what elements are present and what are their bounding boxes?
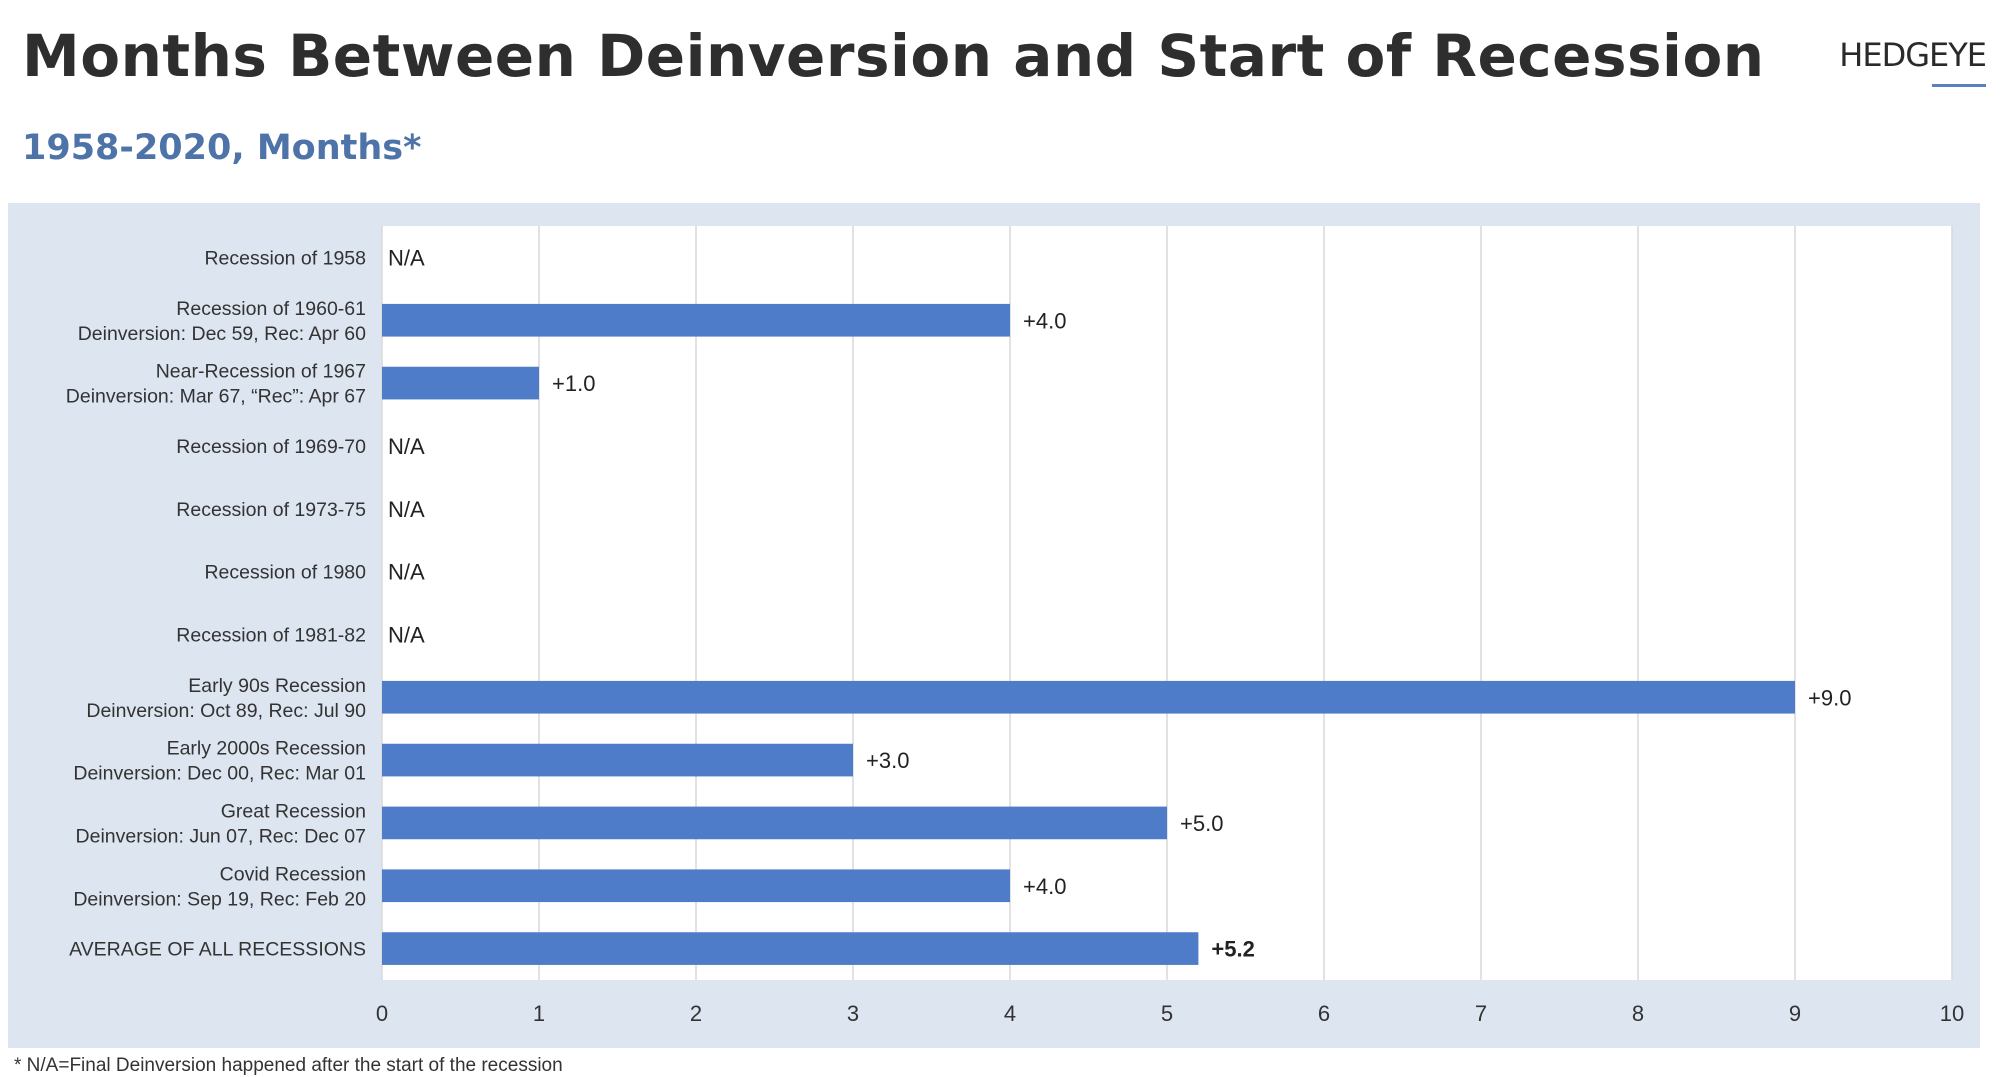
category-label: Recession of 1969-70: [176, 436, 366, 458]
footnote: * N/A=Final Deinversion happened after t…: [14, 1055, 563, 1076]
data-label: +5.0: [1180, 811, 1223, 836]
category-label: Great Recession: [221, 800, 366, 822]
data-label: N/A: [388, 245, 425, 270]
bar: [382, 680, 1795, 714]
category-label: Covid Recession: [220, 863, 366, 885]
data-label: +1.0: [552, 371, 595, 396]
x-tick-label: 5: [1161, 1001, 1173, 1026]
logo-underline: [1932, 84, 1986, 87]
x-tick-label: 9: [1789, 1001, 1801, 1026]
x-tick-label: 7: [1475, 1001, 1487, 1026]
x-tick-label: 6: [1318, 1001, 1330, 1026]
category-label: Recession of 1973-75: [176, 499, 366, 521]
data-label: +4.0: [1023, 874, 1066, 899]
chart-panel: 0 1 2 3 4 5 6 7 8 9 10 Recession of 1958 N/A Recessio…: [8, 203, 1980, 1048]
chart-title: Months Between Deinversion and Start of …: [22, 22, 1765, 90]
category-label: Deinversion: Dec 59, Rec: Apr 60: [78, 323, 366, 345]
data-label: N/A: [388, 497, 425, 522]
bar: [382, 303, 1010, 337]
category-label: Deinversion: Dec 00, Rec: Mar 01: [73, 763, 366, 785]
data-label: N/A: [388, 434, 425, 459]
category-label: Deinversion: Oct 89, Rec: Jul 90: [86, 700, 366, 722]
x-tick-label: 4: [1004, 1001, 1016, 1026]
data-label: +5.2: [1211, 937, 1254, 962]
bar: [382, 869, 1010, 903]
data-label: +9.0: [1808, 685, 1851, 710]
x-tick-label: 3: [847, 1001, 859, 1026]
data-label: +3.0: [866, 748, 909, 773]
x-tick-label: 8: [1632, 1001, 1644, 1026]
logo-text: HEDGEYE: [1839, 36, 1987, 74]
x-tick-label: 1: [533, 1001, 545, 1026]
chart-subtitle: 1958-2020, Months*: [22, 128, 422, 168]
bar-chart: 0 1 2 3 4 5 6 7 8 9 10 Recession of 1958 N/A Recessio…: [66, 226, 1964, 1026]
category-label: Deinversion: Sep 19, Rec: Feb 20: [73, 888, 366, 910]
bar: [382, 743, 853, 777]
category-label: Recession of 1980: [204, 562, 366, 584]
bar: [382, 932, 1199, 965]
category-label: Deinversion: Jun 07, Rec: Dec 07: [76, 825, 366, 847]
hedgeye-logo: HEDGEYE: [1839, 36, 1987, 87]
category-label: Recession of 1960-61: [176, 298, 366, 320]
category-label: Recession of 1958: [204, 247, 366, 269]
bar: [382, 366, 539, 400]
data-label: N/A: [388, 622, 425, 647]
bar: [382, 806, 1167, 840]
category-label: Near-Recession of 1967: [156, 361, 366, 383]
x-tick-label: 2: [690, 1001, 702, 1026]
x-tick-label: 10: [1940, 1001, 1964, 1026]
x-tick-label: 0: [376, 1001, 388, 1026]
data-label: N/A: [388, 560, 425, 585]
category-label: Early 90s Recession: [188, 675, 366, 697]
category-label: Early 2000s Recession: [167, 738, 366, 760]
data-label: +4.0: [1023, 308, 1066, 333]
category-label: Deinversion: Mar 67, “Rec”: Apr 67: [66, 386, 366, 408]
category-label: AVERAGE OF ALL RECESSIONS: [69, 939, 366, 961]
category-label: Recession of 1981-82: [176, 624, 366, 646]
